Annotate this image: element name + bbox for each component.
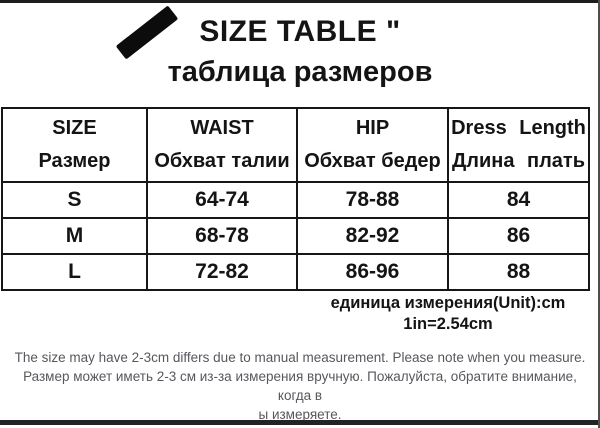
unit-note-line1: единица измерения(Unit):cm: [330, 294, 566, 312]
cell-length-l: 88: [447, 253, 590, 291]
bottom-divider-line: [0, 420, 600, 425]
disclaimer-line-ru-1: Размер может иметь 2-3 см из-за измерени…: [23, 369, 577, 403]
unit-note-line2: 1in=2.54cm: [403, 315, 493, 333]
cell-length-m: 86: [447, 217, 590, 255]
cell-waist-s: 64-74: [146, 181, 298, 219]
table-row-s: S 64-74 78-88 84: [1, 181, 590, 219]
unit-note: единица измерения(Unit):cm 1in=2.54cm: [300, 293, 596, 335]
column-header-size-en: SIZE: [52, 117, 97, 139]
cell-length-s: 84: [447, 181, 590, 219]
cell-waist-m: 68-78: [146, 217, 298, 255]
column-header-hip-ru: Обхват бедер: [304, 150, 441, 172]
column-header-hip-en: HIP: [355, 117, 390, 139]
column-header-size-ru: Размер: [38, 150, 111, 172]
column-header-waist: WAIST Обхват талии: [146, 107, 298, 183]
page-title: SIZE TABLE ": [199, 15, 401, 48]
page-subtitle: таблица размеров: [167, 56, 433, 88]
size-table: SIZE Размер WAIST Обхват талии HIP Обхва…: [1, 107, 590, 291]
top-divider-line: [0, 0, 600, 3]
disclaimer-line-en: The size may have 2-3cm differs due to m…: [14, 350, 586, 365]
cell-hip-s: 78-88: [296, 181, 449, 219]
cell-size-s: S: [1, 181, 148, 219]
cell-hip-l: 86-96: [296, 253, 449, 291]
cell-hip-m: 82-92: [296, 217, 449, 255]
column-header-waist-ru: Обхват талии: [154, 150, 290, 172]
table-row-l: L 72-82 86-96 88: [1, 253, 590, 291]
right-edge-line: [598, 0, 600, 428]
column-header-size: SIZE Размер: [1, 107, 148, 183]
column-header-waist-en: WAIST: [190, 117, 254, 139]
column-header-hip: HIP Обхват бедер: [296, 107, 449, 183]
size-table-header-row: SIZE Размер WAIST Обхват талии HIP Обхва…: [1, 107, 590, 183]
column-header-dress-length: Dress Length Длина плать: [447, 107, 590, 183]
column-header-dress-length-ru: Длина плать: [451, 150, 585, 172]
cell-size-l: L: [1, 253, 148, 291]
table-row-m: M 68-78 82-92 86: [1, 217, 590, 255]
column-header-dress-length-en: Dress Length: [451, 117, 586, 139]
disclaimer-line-ru-2: ы измеряете.: [258, 407, 342, 422]
measurement-disclaimer: The size may have 2-3cm differs due to m…: [5, 348, 595, 424]
cell-size-m: M: [1, 217, 148, 255]
cell-waist-l: 72-82: [146, 253, 298, 291]
